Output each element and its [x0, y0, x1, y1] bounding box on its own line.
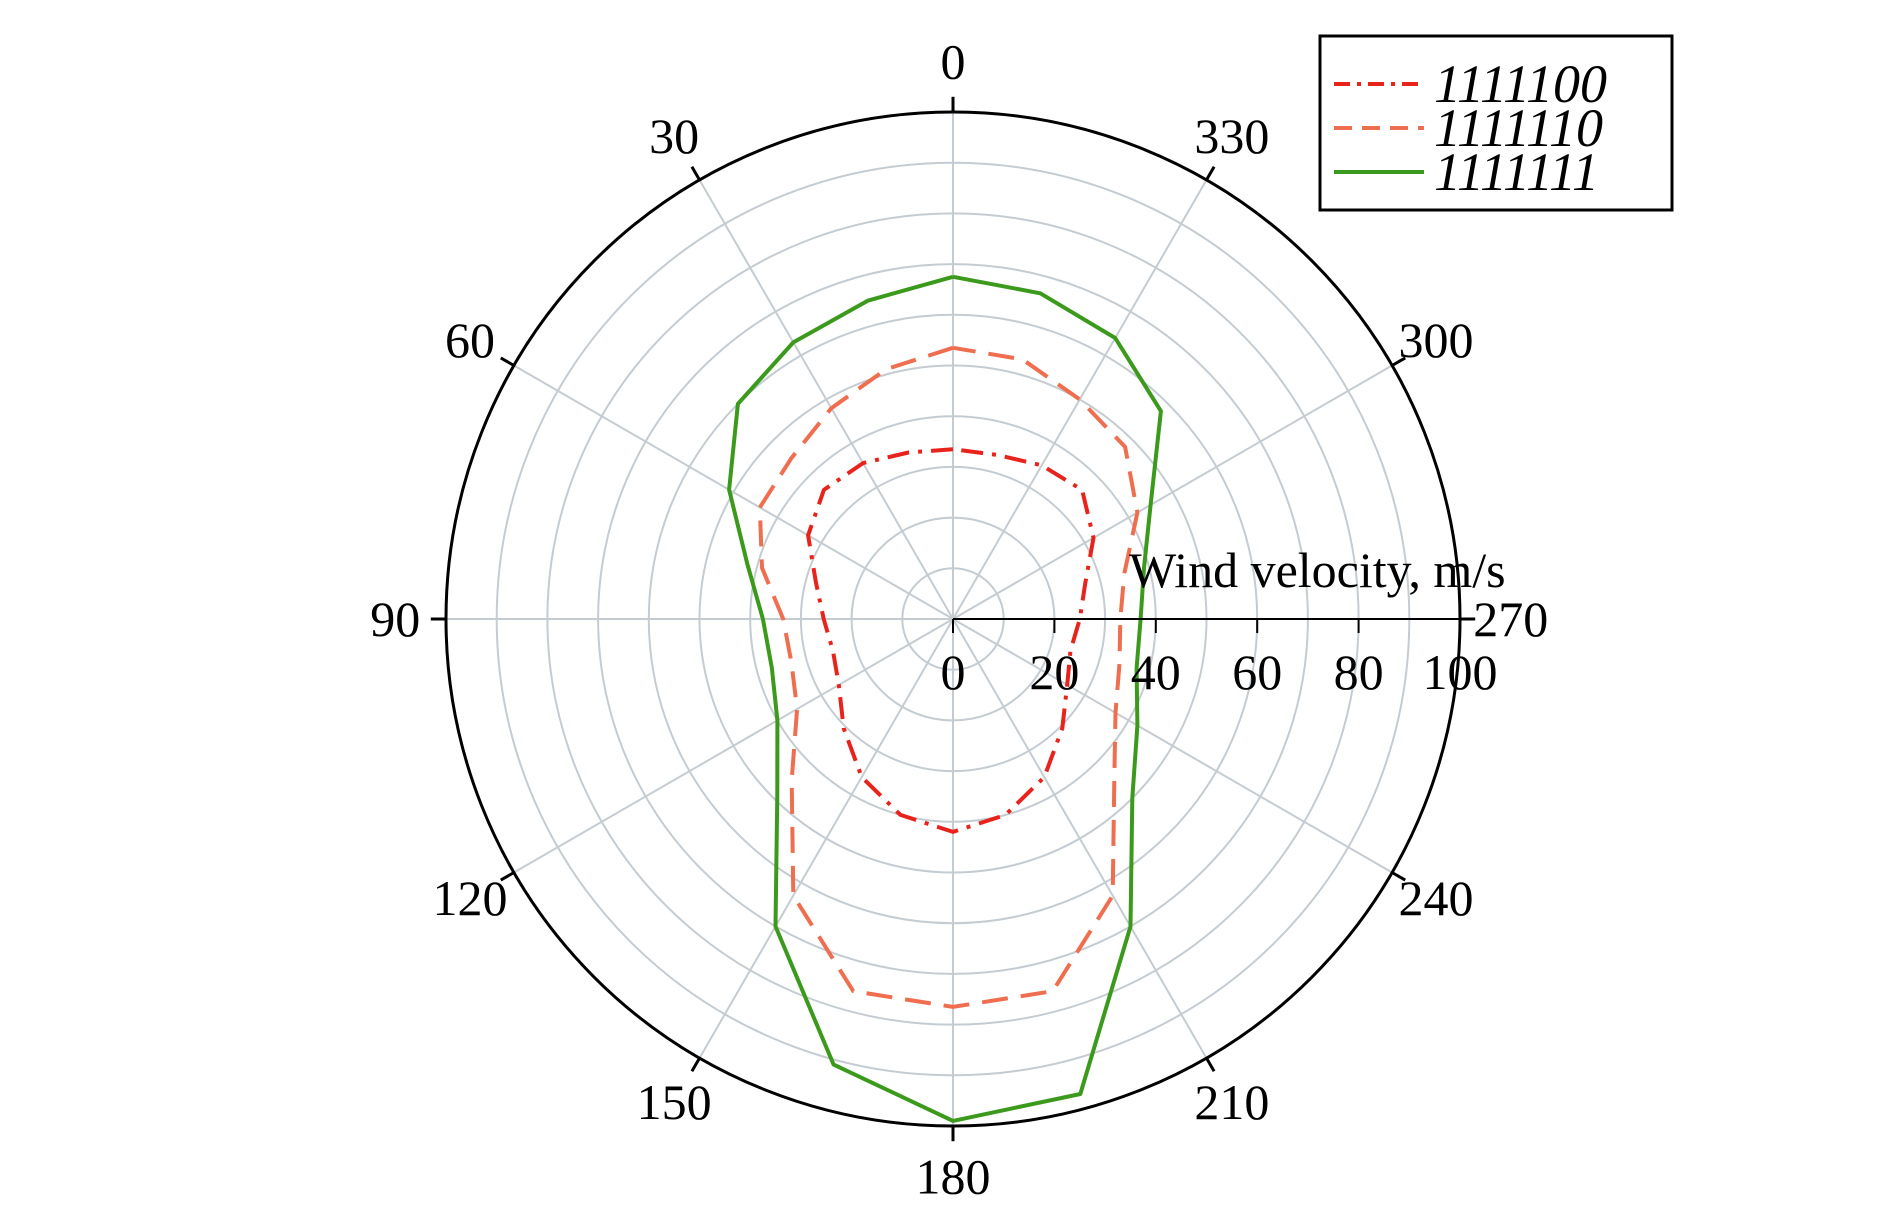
grid-spoke [698, 618, 954, 1059]
series-line-1 [806, 447, 1096, 834]
angle-tick-label: 90 [370, 591, 420, 647]
angle-tick-mark [690, 166, 701, 181]
angle-tick-label: 270 [1473, 591, 1548, 647]
radial-tick-label: 60 [1232, 644, 1282, 700]
angle-tick-label: 210 [1194, 1074, 1269, 1130]
angle-tick-label: 120 [433, 870, 508, 926]
legend-box [1318, 34, 1674, 212]
angle-tick-label: 180 [916, 1149, 991, 1205]
angle-tick-label: 300 [1399, 312, 1474, 368]
angle-tick-label: 330 [1194, 108, 1269, 164]
legend-label-2: 1111110 [1434, 98, 1603, 158]
angle-tick-label: 240 [1399, 870, 1474, 926]
angle-tick-label: 30 [649, 108, 699, 164]
angle-tick-label: 150 [637, 1074, 712, 1130]
angle-tick-label: 60 [445, 312, 495, 368]
grid-spoke [952, 364, 1393, 620]
series-line-3 [727, 274, 1163, 1123]
radial-tick-label: 80 [1334, 644, 1384, 700]
legend-label-3: 1111111 [1434, 142, 1599, 202]
radial-tick-label: 20 [1029, 644, 1079, 700]
angle-tick-mark [1391, 356, 1406, 367]
radial-axis-title: Wind velocity, m/s [1129, 542, 1506, 598]
angle-tick-mark [1205, 1057, 1216, 1072]
angle-tick-mark [500, 356, 515, 367]
series-line-2 [757, 345, 1140, 1009]
grid-spoke [952, 618, 1393, 874]
angle-tick-mark [1391, 871, 1406, 882]
grid-spoke [952, 179, 1208, 620]
grid-spoke [952, 618, 1208, 1059]
radial-tick-label: 100 [1423, 644, 1498, 700]
grid-spoke [513, 364, 954, 620]
radial-axis: 0 20 40 60 80 100 [941, 618, 1498, 700]
grid-spoke [698, 179, 954, 620]
legend-label-1: 1111100 [1434, 54, 1607, 114]
angle-tick-mark [690, 1057, 701, 1072]
angle-tick-mark [1205, 166, 1216, 181]
angle-tick-label: 0 [941, 33, 966, 89]
radial-tick-label: 40 [1131, 644, 1181, 700]
series-layer [727, 274, 1163, 1123]
angle-tick-labels: 0 30 60 90 120 150 180 210 240 270 300 330 [370, 33, 1548, 1204]
grid-spoke [513, 618, 954, 874]
angle-tick-mark [500, 871, 515, 882]
radial-tick-label: 0 [941, 644, 966, 700]
